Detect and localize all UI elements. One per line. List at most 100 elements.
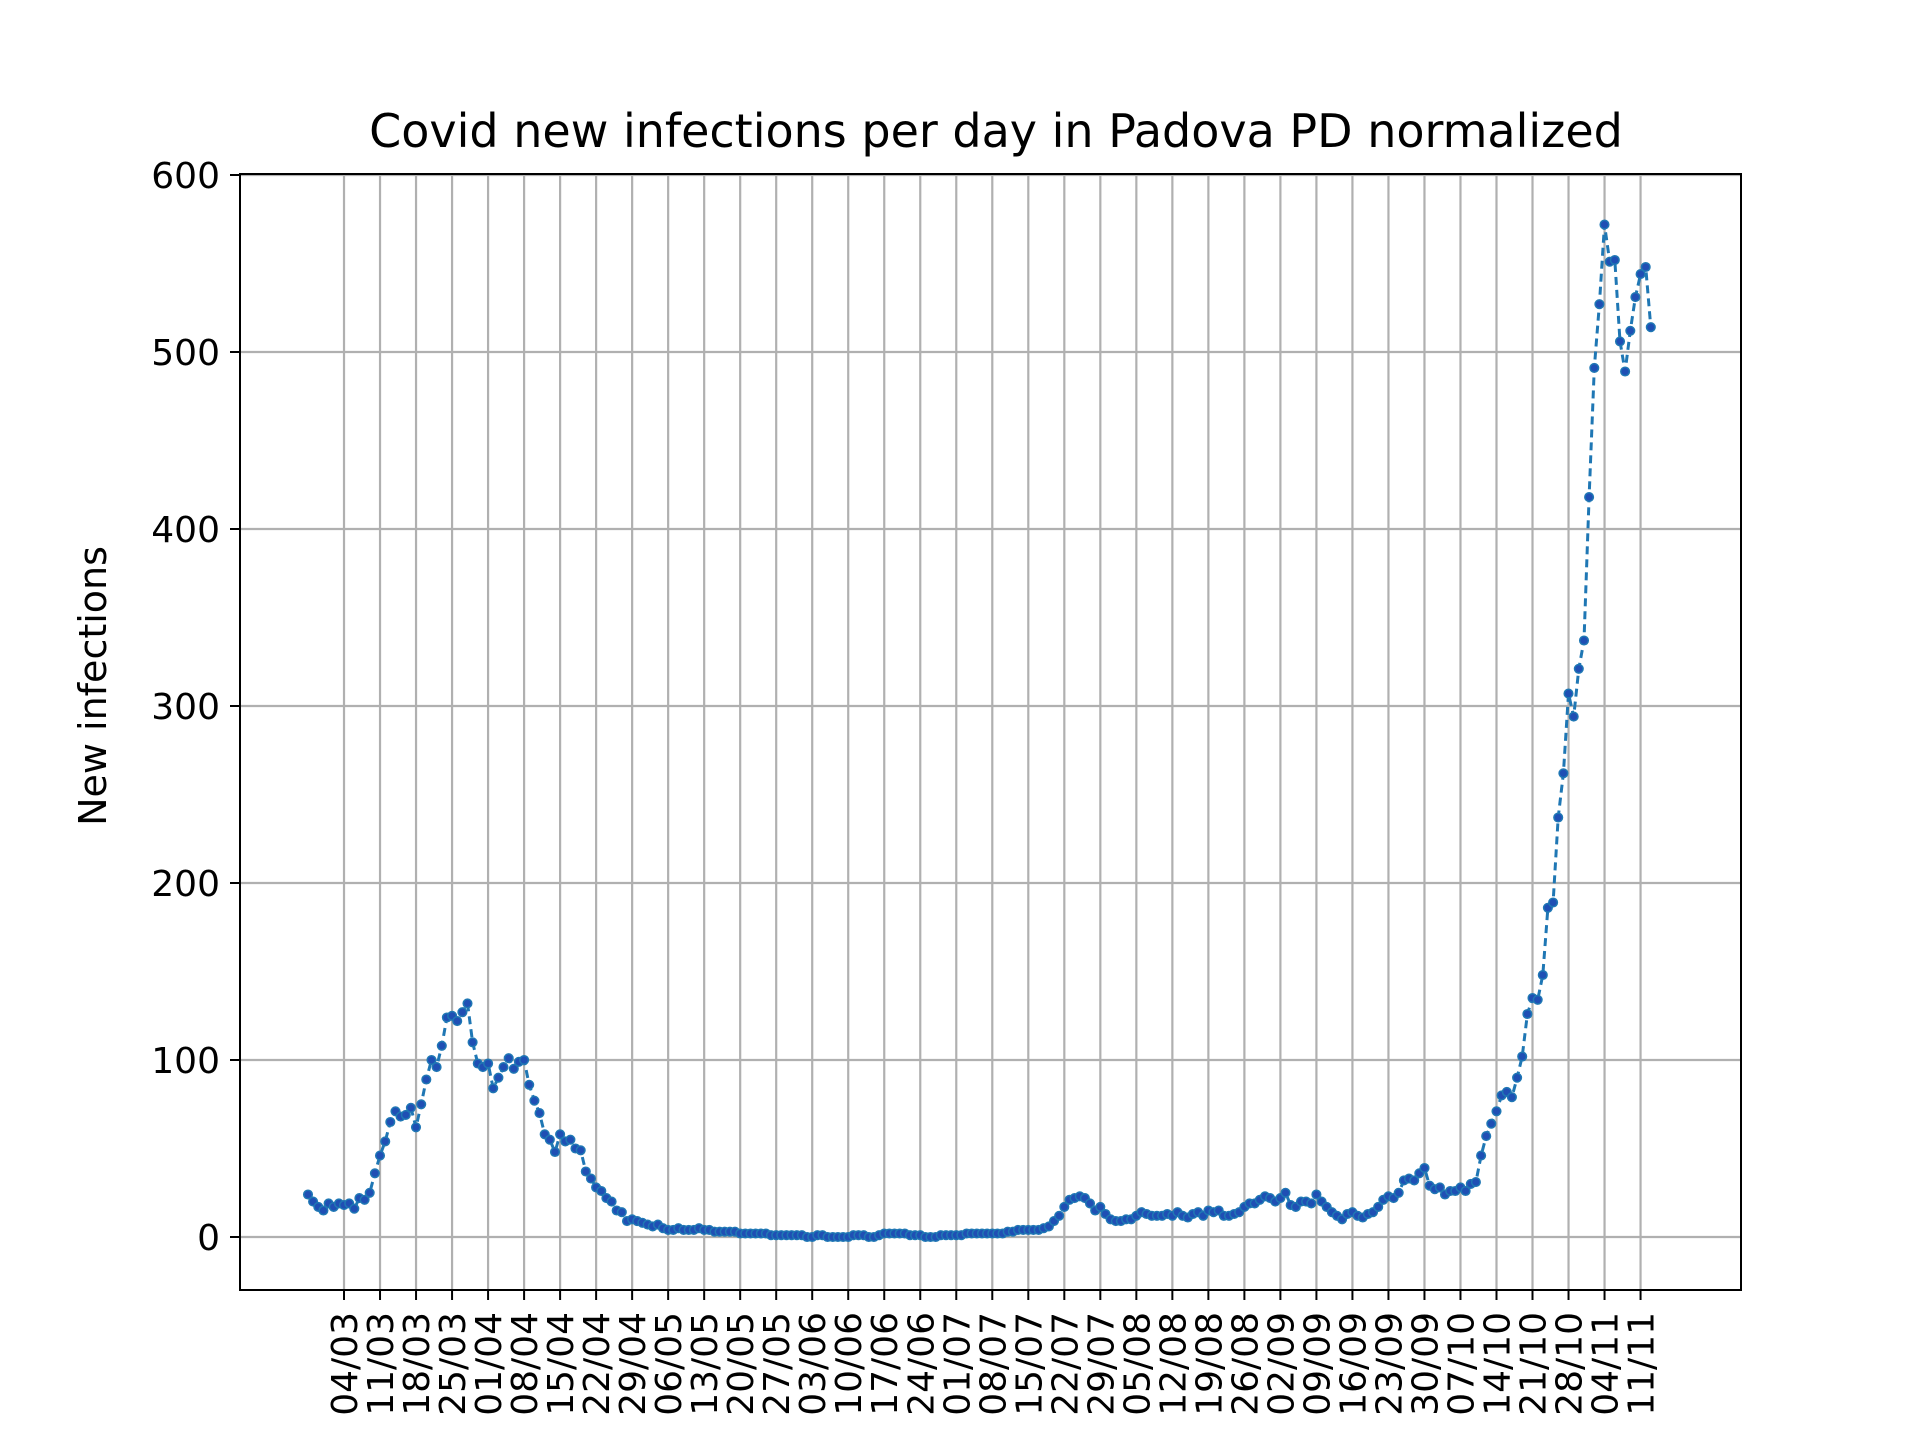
x-tick-label: 10/06 (829, 1312, 870, 1416)
data-point (1481, 1131, 1492, 1142)
data-point (1280, 1187, 1291, 1198)
x-tick-label: 08/04 (505, 1312, 546, 1416)
y-tick-label: 400 (151, 510, 220, 551)
data-point (1512, 1072, 1523, 1083)
data-point (519, 1054, 530, 1066)
data-point (1311, 1189, 1322, 1200)
x-tick-label: 22/04 (577, 1312, 618, 1416)
data-point (1373, 1201, 1384, 1212)
y-tick-label: 300 (151, 687, 220, 728)
data-point (1393, 1187, 1404, 1198)
data-point (565, 1134, 576, 1145)
data-point (369, 1168, 380, 1179)
y-tick-label: 500 (151, 333, 220, 374)
data-point (385, 1116, 396, 1128)
data-point (508, 1063, 519, 1074)
series-line (306, 223, 1653, 1239)
x-tick-label: 18/03 (397, 1312, 438, 1416)
data-point (457, 1007, 468, 1018)
x-tick-label: 29/07 (1081, 1312, 1122, 1416)
x-tick-label: 05/08 (1117, 1312, 1158, 1416)
data-point (498, 1062, 509, 1073)
x-tick-label: 16/09 (1333, 1312, 1374, 1416)
data-point (549, 1146, 561, 1158)
data-point (1614, 336, 1626, 347)
y-tick-label: 200 (151, 864, 220, 905)
data-point (467, 1037, 478, 1048)
y-axis: 0 100 200 300 400 500 600 (151, 156, 240, 1259)
y-tick-label: 600 (151, 156, 220, 197)
x-tick-label: 03/06 (793, 1312, 834, 1416)
data-point (1491, 1106, 1502, 1117)
data-point (524, 1079, 535, 1090)
y-tick-label: 0 (197, 1218, 220, 1259)
x-tick-label: 24/06 (901, 1312, 942, 1416)
data-point (1553, 812, 1564, 823)
data-point (529, 1095, 540, 1106)
x-tick-label: 13/05 (685, 1312, 726, 1416)
data-point (462, 998, 473, 1009)
data-point (374, 1150, 386, 1161)
data-point (1594, 299, 1605, 310)
data-point (585, 1173, 597, 1184)
x-tick-label: 02/09 (1261, 1312, 1302, 1416)
x-tick-label: 19/08 (1189, 1312, 1230, 1416)
data-point (380, 1136, 391, 1147)
x-tick-label: 28/10 (1550, 1312, 1591, 1416)
data-point (302, 1189, 314, 1200)
data-point (1568, 711, 1579, 722)
data-point (555, 1129, 566, 1140)
data-point (488, 1083, 499, 1094)
data-point (359, 1194, 370, 1205)
data-point (405, 1102, 416, 1113)
data-point (1578, 635, 1590, 646)
x-tick-label: 04/03 (325, 1312, 366, 1416)
data-point (426, 1054, 437, 1066)
data-point (1563, 688, 1574, 699)
data-point (431, 1062, 442, 1073)
data-point (1630, 292, 1641, 303)
data-point (436, 1040, 447, 1051)
data-point (1434, 1182, 1445, 1193)
data-point (1584, 492, 1595, 503)
grid-lines (240, 173, 1741, 1290)
x-tick-label: 07/10 (1441, 1312, 1482, 1416)
data-point (452, 1016, 463, 1027)
x-tick-label: 27/05 (757, 1312, 798, 1416)
x-tick-label: 06/05 (649, 1312, 690, 1416)
data-point (1517, 1051, 1528, 1062)
data-point (416, 1099, 427, 1110)
x-tick-label: 15/04 (541, 1312, 582, 1416)
x-tick-label: 26/08 (1225, 1312, 1266, 1416)
data-point (1635, 269, 1646, 280)
x-axis: 04/0311/0318/0325/0301/0408/0415/0422/04… (325, 1290, 1663, 1416)
x-tick-label: 29/04 (613, 1312, 654, 1416)
data-point (410, 1122, 422, 1133)
x-tick-label: 11/03 (361, 1312, 402, 1416)
x-tick-label: 04/11 (1586, 1312, 1627, 1416)
x-tick-label: 22/07 (1045, 1312, 1086, 1416)
x-tick-label: 23/09 (1369, 1312, 1410, 1416)
x-tick-label: 25/03 (433, 1312, 474, 1416)
x-tick-label: 01/04 (469, 1312, 510, 1416)
data-point (503, 1053, 514, 1064)
data-point (483, 1058, 494, 1069)
data-point (1548, 897, 1559, 908)
y-axis-label: New infections (71, 546, 115, 826)
data-point (1625, 325, 1636, 336)
x-tick-label: 09/09 (1297, 1312, 1338, 1416)
data-point (1558, 768, 1569, 779)
x-tick-label: 15/07 (1009, 1312, 1050, 1416)
data-point (534, 1108, 545, 1119)
data-point (349, 1203, 360, 1214)
chart-title: Covid new infections per day in Padova P… (369, 104, 1623, 158)
y-tick-label: 100 (151, 1041, 220, 1082)
data-point (616, 1207, 627, 1218)
data-point (1506, 1092, 1517, 1103)
data-point (596, 1185, 607, 1197)
axes-frame (239, 173, 1742, 1291)
data-point (1599, 219, 1610, 230)
data-point (1306, 1198, 1317, 1209)
